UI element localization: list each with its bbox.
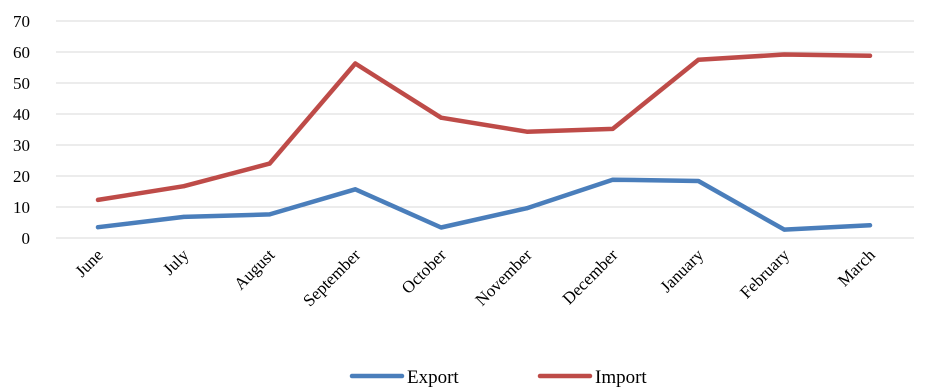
data-point-import	[439, 115, 444, 120]
x-tick-label: March	[834, 245, 879, 290]
y-tick-label: 50	[13, 74, 30, 93]
legend-label-import: Import	[595, 367, 647, 388]
data-point-export	[353, 187, 358, 192]
y-tick-label: 0	[22, 229, 31, 248]
series-line-export	[95, 177, 873, 232]
data-point-import	[782, 52, 787, 57]
gridlines	[56, 20, 914, 239]
data-point-export	[96, 225, 100, 230]
x-tick-label: December	[559, 245, 622, 308]
x-tick-label: January	[656, 245, 707, 296]
data-point-export	[181, 214, 186, 219]
data-point-export	[610, 177, 615, 182]
legend-label-export: Export	[407, 367, 459, 388]
series-lines	[95, 52, 873, 232]
series-line-import	[95, 52, 873, 203]
data-point-import	[96, 197, 100, 202]
data-point-import	[868, 53, 872, 58]
y-tick-label: 20	[13, 167, 30, 186]
x-tick-label: February	[736, 245, 793, 302]
y-tick-label: 10	[13, 198, 30, 217]
y-tick-label: 40	[13, 105, 30, 124]
data-point-export	[267, 212, 272, 217]
x-tick-label: October	[398, 245, 450, 297]
data-point-export	[696, 178, 701, 183]
data-point-export	[439, 225, 444, 230]
data-point-import	[524, 129, 529, 134]
data-point-import	[353, 61, 358, 66]
data-point-import	[267, 161, 272, 166]
y-tick-label: 70	[13, 12, 30, 31]
data-point-import	[696, 57, 701, 62]
y-tick-label: 60	[13, 43, 30, 62]
x-tick-label: August	[230, 245, 278, 293]
data-point-export	[868, 223, 872, 228]
data-point-import	[181, 184, 186, 189]
x-tick-label: July	[159, 245, 193, 279]
data-point-import	[610, 126, 615, 131]
y-tick-label: 30	[13, 136, 30, 155]
data-point-export	[782, 227, 787, 232]
x-axis-tick-labels: June July August September October November De…	[71, 245, 879, 310]
data-point-export	[524, 206, 529, 211]
x-tick-label: June	[71, 245, 106, 280]
y-axis-tick-labels: 0 10 20 30 40 50 60 70	[13, 12, 30, 248]
x-tick-label: September	[299, 245, 364, 310]
x-tick-label: November	[472, 245, 536, 309]
legend: Export Import	[349, 367, 647, 388]
